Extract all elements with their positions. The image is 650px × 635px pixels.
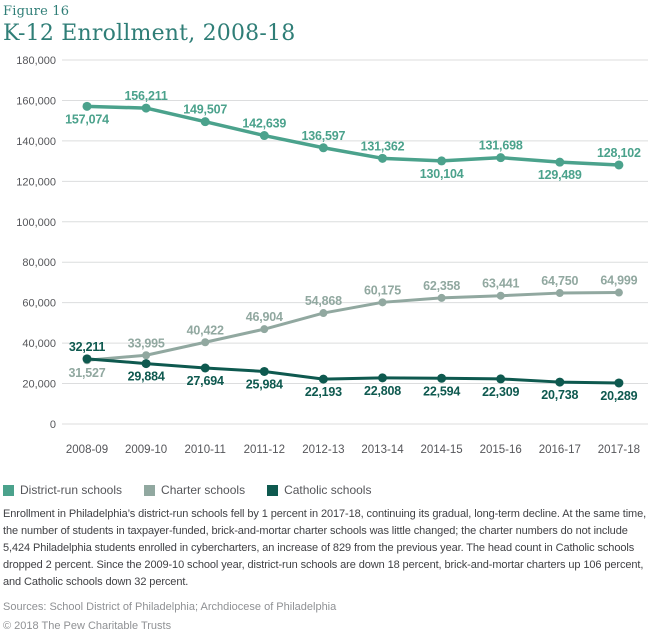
x-axis-tick-label: 2011-12: [244, 444, 285, 456]
district-run-swatch-icon: [3, 484, 14, 496]
x-axis-tick-label: 2008-09: [66, 444, 108, 456]
data-point-label: 22,594: [423, 384, 460, 398]
x-axis-tick-label: 2013-14: [361, 444, 404, 456]
data-point-label: 32,211: [69, 340, 106, 354]
data-point-label: 22,808: [364, 384, 401, 398]
data-point: [614, 160, 624, 170]
legend-item-district-run: District-run schools: [3, 483, 122, 497]
data-point: [555, 157, 565, 167]
data-point-label: 129,489: [538, 168, 582, 182]
data-point: [378, 298, 387, 307]
x-axis-tick-label: 2014-15: [420, 444, 462, 456]
data-point: [378, 373, 387, 383]
data-point-label: 131,362: [361, 139, 405, 153]
y-axis-tick-label: 160,000: [16, 95, 56, 107]
x-axis-tick-label: 2015-16: [480, 444, 522, 456]
chart-note-text: Enrollment in Philadelphia’s district-ru…: [3, 508, 647, 588]
figure-number-label: Figure 16: [3, 4, 70, 19]
data-point-label: 149,507: [183, 103, 227, 117]
data-point: [496, 291, 505, 300]
data-point-label: 131,698: [479, 139, 523, 153]
legend-label: Charter schools: [161, 483, 246, 497]
data-point-label: 54,868: [305, 294, 342, 308]
legend-item-catholic: Catholic schools: [267, 483, 371, 497]
data-point: [496, 153, 506, 163]
data-point: [318, 374, 328, 384]
y-axis-tick-label: 40,000: [22, 338, 56, 350]
data-point: [82, 354, 92, 364]
data-point-label: 142,639: [242, 117, 286, 131]
data-point-label: 40,422: [187, 323, 224, 337]
data-point: [260, 325, 269, 334]
data-point-label: 130,104: [420, 167, 464, 181]
data-point-label: 25,984: [246, 377, 283, 391]
data-point-label: 62,358: [423, 279, 460, 293]
data-point: [201, 338, 210, 347]
data-point: [141, 359, 151, 369]
x-axis-tick-label: 2017-18: [598, 444, 640, 456]
y-axis-tick-label: 0: [50, 419, 56, 431]
series-line-2: [86, 357, 619, 385]
data-point: [259, 366, 269, 376]
data-point-label: 27,694: [187, 374, 224, 388]
data-point-label: 29,884: [128, 370, 165, 384]
data-point-label: 128,102: [597, 146, 641, 160]
page-title: K-12 Enrollment, 2008-18: [3, 21, 296, 46]
data-point: [614, 288, 623, 297]
x-axis-tick-label: 2016-17: [539, 444, 581, 456]
catholic-swatch-icon: [267, 484, 279, 496]
y-axis-tick-label: 60,000: [22, 298, 56, 310]
y-axis-tick-label: 140,000: [16, 136, 56, 148]
data-point: [319, 309, 328, 318]
data-point-label: 33,995: [128, 336, 165, 350]
copyright-text: © 2018 The Pew Charitable Trusts: [3, 620, 172, 632]
data-point: [200, 363, 210, 373]
chart-legend: District-run schools Charter schools Cat…: [3, 483, 393, 497]
legend-item-charter: Charter schools: [144, 483, 245, 497]
chart-header: Figure 16 K-12 Enrollment, 2008-18: [3, 4, 295, 46]
y-axis-tick-label: 20,000: [22, 379, 56, 391]
data-point-label: 60,175: [364, 283, 401, 297]
series-line-0: [86, 104, 619, 167]
x-axis-tick-label: 2012-13: [302, 444, 344, 456]
data-point: [259, 131, 269, 141]
data-point: [200, 117, 210, 127]
enrollment-line-chart: 0 20,000 40,000 60,000 80,000 100,000 120,000 1…: [16, 55, 648, 456]
data-point: [378, 153, 387, 163]
series-line-1: [86, 291, 619, 362]
legend-label: District-run schools: [20, 483, 123, 497]
data-point-label: 20,738: [541, 388, 578, 402]
data-point: [437, 293, 446, 302]
data-point: [437, 156, 447, 166]
data-point-label: 64,999: [600, 274, 637, 288]
data-point-label: 31,527: [68, 366, 105, 380]
y-axis-tick-label: 100,000: [16, 217, 56, 229]
x-axis-tick-label: 2010-11: [185, 444, 226, 456]
data-point: [82, 101, 92, 111]
charter-swatch-icon: [144, 484, 156, 496]
data-point-label: 63,441: [482, 277, 519, 291]
data-point-label: 156,211: [125, 89, 168, 103]
data-point: [496, 374, 506, 384]
data-point-label: 64,750: [541, 274, 578, 288]
data-point-label: 136,597: [302, 129, 346, 143]
y-axis-tick-label: 180,000: [16, 55, 56, 67]
y-axis-tick-label: 120,000: [16, 176, 56, 188]
data-point-label: 20,289: [600, 389, 637, 403]
data-point: [437, 373, 447, 383]
data-point: [555, 377, 565, 387]
legend-label: Catholic schools: [284, 483, 372, 497]
data-point: [614, 378, 624, 388]
sources-text: Sources: School District of Philadelphia…: [3, 601, 337, 613]
y-axis-tick-label: 80,000: [22, 257, 56, 269]
data-point: [555, 289, 564, 298]
data-point: [142, 351, 151, 360]
data-point-label: 22,309: [482, 385, 519, 399]
data-point-label: 157,074: [65, 112, 109, 126]
data-point-label: 46,904: [246, 310, 283, 324]
data-point: [318, 143, 328, 153]
data-point-label: 22,193: [305, 385, 342, 399]
data-point: [141, 103, 151, 113]
x-axis-tick-label: 2009-10: [125, 444, 167, 456]
